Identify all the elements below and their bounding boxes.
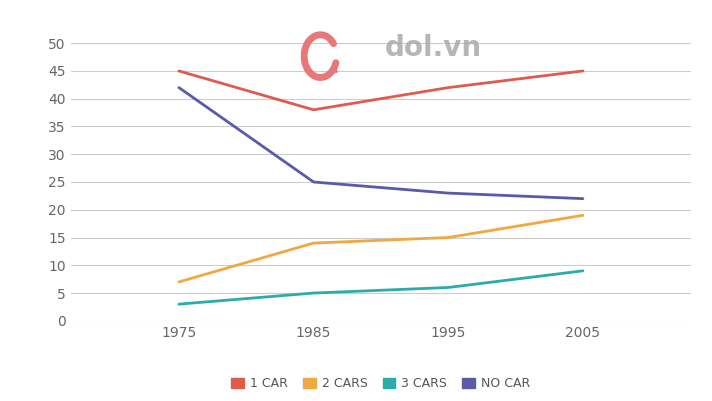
Legend: 1 CAR, 2 CARS, 3 CARS, NO CAR: 1 CAR, 2 CARS, 3 CARS, NO CAR: [226, 373, 535, 395]
Text: dol.vn: dol.vn: [384, 34, 481, 62]
